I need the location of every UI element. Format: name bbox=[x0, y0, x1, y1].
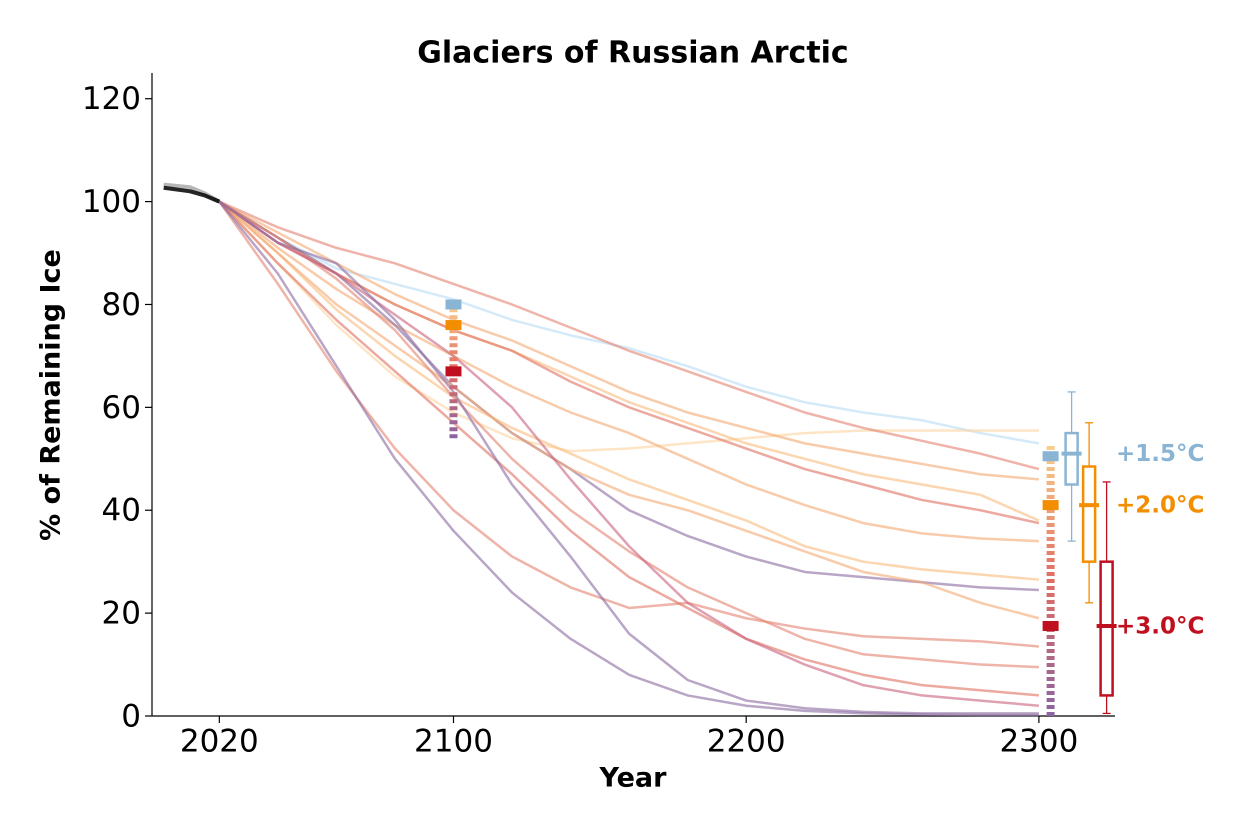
scenario-label: +3.0°C bbox=[1116, 613, 1204, 639]
spread-dash bbox=[449, 308, 458, 313]
spread-dash bbox=[1046, 656, 1055, 660]
y-tick-label: 40 bbox=[102, 493, 141, 529]
y-tick-label: 80 bbox=[102, 287, 141, 323]
spread-dash bbox=[1046, 572, 1055, 576]
spread-dash bbox=[1046, 446, 1055, 450]
chart-title: Glaciers of Russian Arctic bbox=[417, 36, 848, 71]
spread-dash bbox=[1046, 635, 1055, 639]
spread-dash bbox=[1046, 481, 1055, 485]
spread-dash bbox=[1046, 474, 1055, 478]
box bbox=[1099, 560, 1114, 697]
spread-dash bbox=[449, 427, 458, 432]
spread-dash bbox=[449, 343, 458, 348]
spread-dash bbox=[449, 385, 458, 390]
spread-dash bbox=[1046, 530, 1055, 534]
spread-dash bbox=[1046, 649, 1055, 653]
spread-dash bbox=[1046, 565, 1055, 569]
spread-dash bbox=[1046, 642, 1055, 646]
spread-dash bbox=[1046, 607, 1055, 611]
line bbox=[218, 200, 1040, 471]
box bbox=[1064, 431, 1079, 486]
spread-dash bbox=[1046, 698, 1055, 702]
x-axis-label: Year bbox=[599, 763, 668, 794]
scenario-marker bbox=[445, 320, 462, 331]
spread-dash bbox=[1046, 600, 1055, 604]
spread-dash bbox=[1046, 579, 1055, 583]
scenario-marker bbox=[1042, 500, 1059, 511]
y-tick-label: 0 bbox=[121, 699, 141, 735]
line bbox=[218, 200, 1039, 669]
spread-dash bbox=[1046, 593, 1055, 597]
spread-dash bbox=[1046, 537, 1055, 541]
spread-dash bbox=[449, 420, 458, 425]
scenario-marker bbox=[1042, 620, 1059, 631]
x-tick-label: 2020 bbox=[180, 724, 259, 760]
scenario-label: +2.0°C bbox=[1116, 493, 1204, 519]
spread-dash bbox=[1046, 523, 1055, 527]
x-tick-label: 2300 bbox=[999, 724, 1078, 760]
line bbox=[218, 200, 1040, 620]
spread-dash bbox=[449, 406, 458, 411]
spread-dash bbox=[1046, 691, 1055, 695]
spread-dash bbox=[1046, 551, 1055, 555]
line bbox=[218, 200, 1040, 581]
spread-dash bbox=[449, 413, 458, 418]
y-tick-label: 120 bbox=[82, 81, 141, 117]
spread-dash bbox=[1046, 460, 1055, 464]
spread-dash bbox=[449, 434, 458, 439]
spread-dash bbox=[1046, 467, 1055, 471]
spread-dash bbox=[1046, 488, 1055, 492]
line bbox=[218, 200, 1040, 481]
spread-dash bbox=[449, 399, 458, 404]
spread-dash bbox=[449, 378, 458, 383]
spread-dash bbox=[1046, 509, 1055, 513]
spread-dash bbox=[449, 329, 458, 334]
y-axis-label: % of Remaining Ice bbox=[36, 249, 67, 541]
line bbox=[218, 200, 1040, 707]
y-tick-label: 20 bbox=[102, 596, 141, 632]
line bbox=[163, 185, 221, 204]
spread-dash bbox=[1046, 495, 1055, 499]
spread-dash bbox=[449, 350, 458, 355]
spread-dash bbox=[1046, 558, 1055, 562]
spread-dash bbox=[1046, 614, 1055, 618]
y-tick-label: 60 bbox=[102, 390, 141, 426]
spread-dash bbox=[1046, 586, 1055, 590]
scenario-marker bbox=[445, 366, 462, 377]
scenario-marker bbox=[445, 299, 462, 310]
x-tick-label: 2100 bbox=[414, 724, 493, 760]
spread-dash bbox=[1046, 712, 1055, 716]
spread-dash bbox=[449, 364, 458, 369]
spread-dash bbox=[1046, 684, 1055, 688]
line bbox=[218, 200, 1039, 453]
spread-dash bbox=[1046, 663, 1055, 667]
scenario-marker bbox=[1042, 451, 1059, 462]
spread-dash bbox=[1046, 516, 1055, 520]
spread-dash bbox=[449, 357, 458, 362]
box bbox=[1081, 465, 1097, 563]
x-tick-label: 2200 bbox=[707, 724, 786, 760]
y-tick-label: 100 bbox=[82, 184, 141, 220]
line bbox=[218, 200, 1039, 543]
spread-dash bbox=[1046, 544, 1055, 548]
scenario-label: +1.5°C bbox=[1116, 441, 1204, 467]
line bbox=[218, 200, 1040, 697]
spread-dash bbox=[1046, 670, 1055, 674]
spread-dash bbox=[1046, 677, 1055, 681]
spread-dash bbox=[1046, 705, 1055, 709]
spread-dash bbox=[449, 392, 458, 397]
line bbox=[218, 200, 1039, 717]
line bbox=[218, 200, 1039, 592]
spread-dash bbox=[449, 315, 458, 320]
spread-dash bbox=[449, 336, 458, 341]
spread-bar bbox=[1046, 446, 1055, 716]
